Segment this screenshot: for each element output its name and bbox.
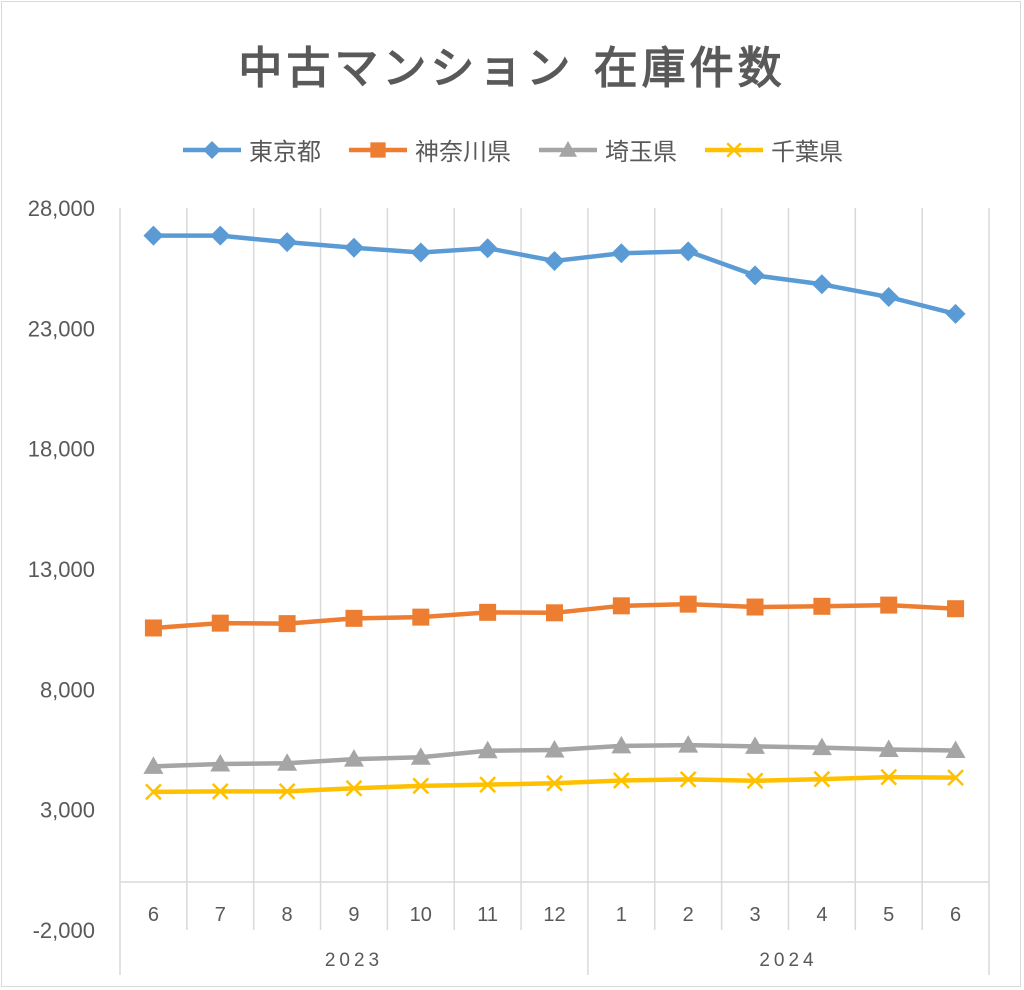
x-tick-label: 1: [616, 904, 627, 926]
data-point-2: [477, 740, 498, 759]
x-tick-label: 2: [683, 904, 694, 926]
x-tick-label: 9: [348, 904, 359, 926]
legend-marker-shape: [559, 140, 577, 157]
data-point-0: [544, 250, 565, 271]
data-point-1: [278, 615, 296, 633]
data-point-3: [746, 772, 764, 790]
data-point-0: [477, 238, 498, 259]
data-point-1: [546, 604, 563, 622]
data-point-2: [410, 747, 431, 765]
legend-marker-shape: [203, 140, 221, 159]
data-point-3: [145, 783, 162, 801]
data-point-3: [211, 782, 229, 800]
y-tick-label: -2,000: [33, 918, 95, 943]
data-point-2: [678, 735, 699, 753]
legend-marker-chiba: [705, 141, 763, 158]
data-point-2: [611, 735, 632, 754]
legend-marker-shape: [370, 141, 386, 158]
data-point-2: [745, 736, 766, 754]
data-point-1: [211, 614, 229, 632]
y-tick-label: 18,000: [28, 437, 95, 462]
data-point-3: [546, 774, 563, 792]
data-point-1: [746, 598, 764, 616]
x-tick-label: 8: [282, 904, 293, 926]
data-point-0: [143, 225, 164, 246]
legend-marker-shape: [726, 141, 742, 158]
data-point-1: [345, 609, 363, 627]
data-point-0: [811, 274, 832, 295]
y-tick-label: 23,000: [28, 316, 95, 341]
legend-label-chiba: 千葉県: [771, 138, 843, 166]
legend-marker-kanagawa: [349, 141, 407, 158]
legend-label-tokyo: 東京都: [249, 138, 321, 166]
data-point-2: [210, 753, 231, 772]
x-tick-label: 6: [950, 904, 961, 926]
data-point-2: [945, 740, 966, 758]
data-point-3: [345, 779, 363, 797]
data-point-2: [343, 749, 364, 767]
data-point-0: [745, 265, 766, 286]
legend-marker-saitama: [539, 140, 597, 157]
data-point-3: [278, 782, 296, 800]
x-tick-label: 12: [543, 904, 565, 926]
x-tick-label: 10: [410, 904, 432, 926]
x-tick-label: 6: [148, 904, 159, 926]
x-tick-label: 7: [215, 904, 226, 926]
chart-title: 中古マンション 在庫件数: [238, 43, 786, 94]
chart-legend: 東京都 神奈川県 埼玉県 千葉県: [0, 132, 1024, 167]
data-point-2: [143, 756, 164, 774]
data-point-3: [679, 770, 697, 788]
data-point-1: [144, 619, 162, 637]
data-point-3: [947, 769, 964, 787]
legend-item-chiba: 千葉県: [703, 132, 843, 167]
x-tick-label: 3: [749, 904, 760, 926]
x-tick-label: 5: [883, 904, 894, 926]
data-point-3: [479, 776, 497, 794]
data-point-0: [277, 232, 298, 253]
data-point-3: [412, 777, 430, 795]
legend-item-kanagawa: 神奈川県: [347, 132, 511, 167]
year-group-label: 2023: [325, 950, 383, 971]
y-tick-label: 8,000: [40, 677, 95, 702]
legend-item-saitama: 埼玉県: [537, 132, 677, 167]
y-tick-label: 13,000: [28, 557, 95, 582]
legend-item-tokyo: 東京都: [181, 132, 321, 167]
data-point-1: [612, 597, 630, 615]
data-point-3: [880, 768, 898, 786]
data-point-1: [679, 595, 697, 613]
legend-marker-tokyo: [183, 140, 241, 159]
data-point-0: [945, 303, 966, 324]
data-point-1: [947, 600, 965, 618]
data-point-3: [813, 770, 831, 788]
y-tick-label: 28,000: [28, 196, 95, 221]
legend-label-saitama: 埼玉県: [605, 138, 677, 166]
data-point-3: [612, 772, 630, 789]
year-group-label: 2024: [759, 950, 817, 971]
data-point-0: [611, 243, 632, 264]
data-point-2: [544, 739, 565, 758]
x-tick-label: 11: [477, 904, 498, 926]
data-point-0: [210, 225, 231, 246]
data-point-0: [410, 242, 431, 263]
x-tick-label: 4: [816, 904, 827, 926]
data-point-2: [811, 737, 832, 756]
y-tick-label: 3,000: [40, 798, 95, 823]
data-point-1: [880, 596, 898, 614]
data-point-0: [678, 241, 699, 262]
data-point-1: [412, 608, 430, 626]
data-point-2: [878, 739, 899, 757]
data-point-2: [277, 753, 298, 771]
data-point-0: [343, 237, 364, 258]
legend-label-kanagawa: 神奈川県: [415, 138, 511, 166]
data-point-0: [878, 287, 899, 308]
data-point-1: [813, 597, 831, 615]
data-point-1: [479, 603, 497, 621]
series-line-0: [153, 233, 957, 317]
